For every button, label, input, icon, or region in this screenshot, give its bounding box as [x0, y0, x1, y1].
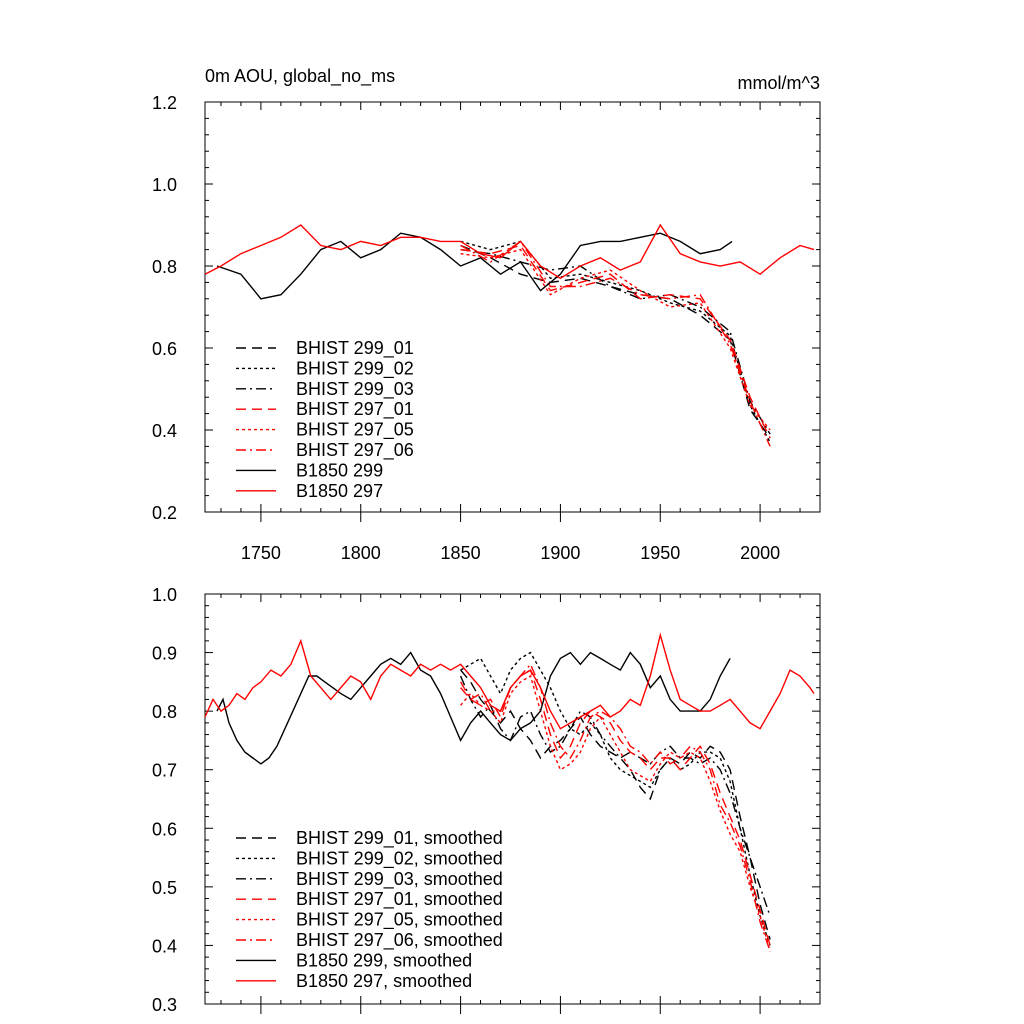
y-tick-label: 0.4: [152, 421, 177, 441]
legend-label: BHIST 297_06, smoothed: [296, 930, 503, 951]
legend-label: BHIST 297_05, smoothed: [296, 910, 503, 931]
y-tick-label: 0.7: [152, 761, 177, 781]
y-tick-label: 0.3: [152, 995, 177, 1015]
series-line: [460, 240, 771, 447]
top-plot-frame: [204, 101, 821, 513]
series-line: [460, 651, 771, 946]
x-tick-label: 1950: [640, 543, 680, 563]
legend-label: BHIST 297_01: [296, 399, 414, 420]
top-axis-ticks: 0.2 0.4 0.6 0.8 1.0 1.2 1750 1800 1850 1900 1950 20…: [152, 93, 820, 563]
legend-label: B1850 297, smoothed: [296, 971, 472, 991]
series-line: [216, 651, 731, 765]
series-line: [460, 669, 771, 946]
legend-label: B1850 297: [296, 481, 383, 501]
y-tick-label: 1.2: [152, 93, 177, 113]
legend-label: BHIST 297_01, smoothed: [296, 889, 503, 910]
series-line: [460, 674, 771, 952]
y-tick-label: 1.0: [152, 585, 177, 605]
legend-label: B1850 299, smoothed: [296, 950, 472, 970]
top-panel: 0m AOU, global_no_ms mmol/m^3 0.20.40.60…: [152, 66, 821, 563]
legend-label: B1850 299: [296, 460, 383, 480]
x-tick-label: 1800: [341, 543, 381, 563]
series-line: [204, 632, 815, 730]
legend-label: BHIST 299_01: [296, 338, 414, 359]
series-line: [460, 244, 771, 439]
y-tick-label: 1.0: [152, 175, 177, 195]
bottom-series-lines: [204, 632, 815, 952]
legend-label: BHIST 299_03, smoothed: [296, 869, 503, 890]
legend-label: BHIST 297_06: [296, 440, 414, 461]
y-tick-label: 0.9: [152, 644, 177, 664]
y-tick-label: 0.4: [152, 936, 177, 956]
series-line: [460, 248, 771, 435]
series-line: [460, 669, 771, 940]
legend-label: BHIST 299_02, smoothed: [296, 848, 503, 869]
x-tick-label: 1750: [241, 543, 281, 563]
x-tick-label: 2000: [740, 543, 780, 563]
series-line: [459, 662, 771, 952]
top-panel-units: mmol/m^3: [738, 73, 820, 93]
legend-label: BHIST 297_05: [296, 420, 414, 441]
y-tick-label: 0.2: [152, 503, 177, 523]
series-line: [460, 248, 771, 431]
bottom-plot-frame: [204, 593, 821, 1005]
top-series-lines: [204, 223, 815, 447]
series-line: [459, 675, 771, 917]
bottom-panel: 0.3 0.4 0.5 0.6 0.7 0.8 0.9 1.0 BHIST 299_01, s…: [152, 585, 821, 1015]
x-tick-label: 1900: [540, 543, 580, 563]
y-tick-label: 0.8: [152, 257, 177, 277]
y-tick-label: 0.6: [152, 339, 177, 359]
series-line: [216, 232, 733, 300]
series-line: [460, 240, 771, 443]
series-line: [460, 244, 771, 439]
series-line: [204, 223, 815, 280]
legend-label: BHIST 299_03: [296, 379, 414, 400]
y-tick-label: 0.5: [152, 878, 177, 898]
top-panel-title: 0m AOU, global_no_ms: [205, 66, 395, 87]
y-tick-label: 0.6: [152, 819, 177, 839]
y-tick-label: 0.8: [152, 702, 177, 722]
x-tick-label: 1850: [441, 543, 481, 563]
legend-label: BHIST 299_01, smoothed: [296, 828, 503, 849]
legend-label: BHIST 299_02: [296, 358, 414, 379]
bottom-axis-ticks: 0.3 0.4 0.5 0.6 0.7 0.8 0.9 1.0: [152, 585, 820, 1015]
